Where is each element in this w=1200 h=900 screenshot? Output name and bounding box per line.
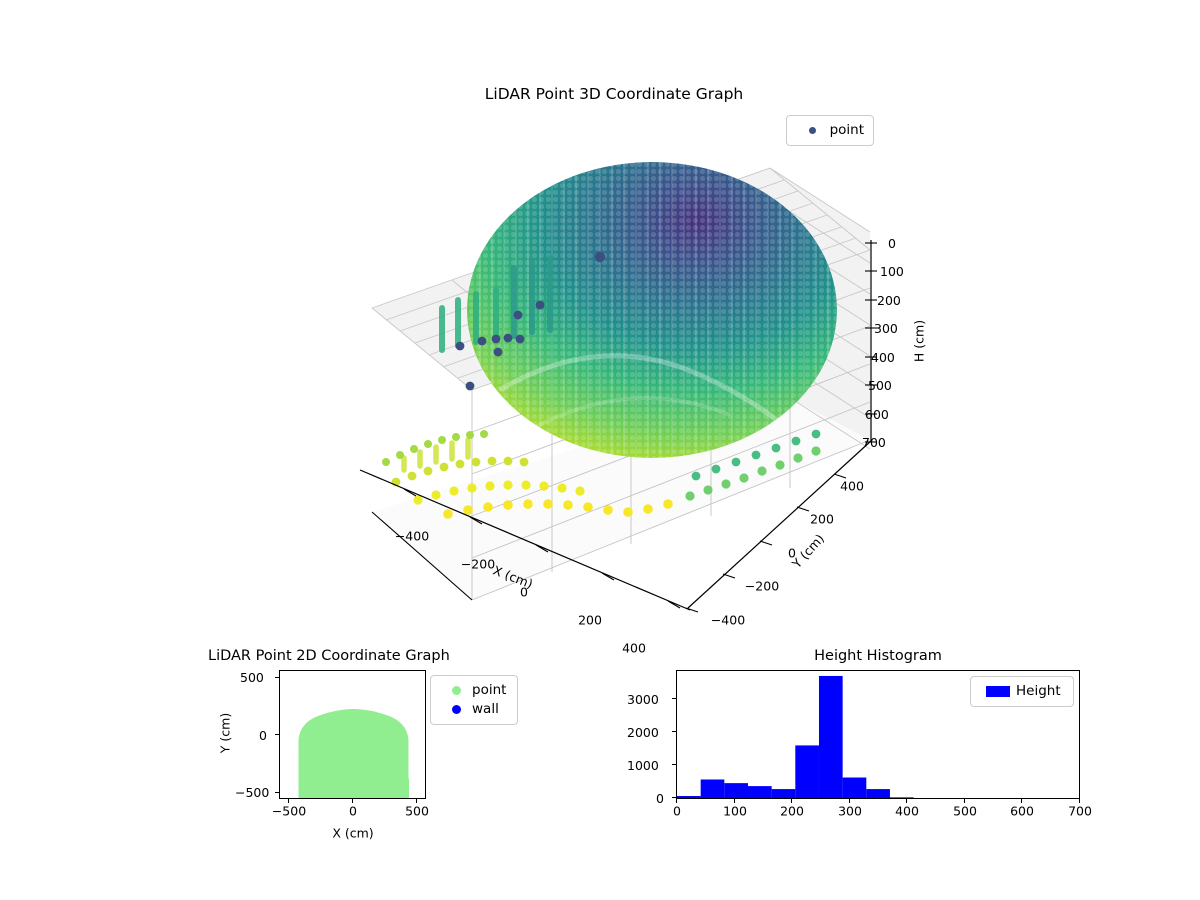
- plot2d-ytick-0: −500: [235, 785, 270, 800]
- plot3d-ytick-2: 0: [788, 545, 796, 561]
- hist-xtick-2: 200: [780, 803, 804, 819]
- histogram-bar: [724, 783, 748, 798]
- hist-xtick-mark-300: [849, 799, 850, 803]
- histogram-bar: [677, 796, 701, 798]
- plot2d-xtick-1: 0: [349, 803, 357, 819]
- legend-label-point: point: [472, 681, 507, 698]
- plot2d-xtick-0: −500: [271, 803, 307, 819]
- legend-item-point[interactable]: point: [440, 681, 508, 700]
- plot2d-ytick-1: 0: [259, 728, 267, 743]
- hist-xtick-mark-600: [1021, 799, 1022, 803]
- wall-marker-icon: [440, 705, 472, 714]
- plot3d-ztick-2: 200: [877, 293, 901, 308]
- plot2d-xtick-mark-500: [416, 799, 417, 803]
- histogram-canvas: [677, 675, 914, 798]
- hist-ytick-mark-2000: [672, 731, 676, 732]
- plot2d-xtick-mark-0: [352, 799, 353, 803]
- legend-label-point: point: [829, 121, 864, 138]
- hist-xtick-5: 500: [953, 803, 977, 819]
- plot2d-legend[interactable]: point wall: [430, 675, 518, 725]
- legend-item-wall[interactable]: wall: [440, 700, 508, 719]
- plot3d-ztick-6: 600: [865, 407, 889, 422]
- legend-label-height: Height: [1016, 682, 1061, 699]
- histogram-bar: [842, 777, 867, 798]
- plot3d-xtick-3: 200: [578, 612, 602, 628]
- plot3d-ytick-0: −400: [710, 612, 746, 628]
- plot2d-xtick-mark-neg500: [288, 799, 289, 803]
- plot2d-ylabel: Y (cm): [217, 712, 233, 754]
- plot3d-xtick-4: 400: [622, 640, 646, 656]
- plot3d-ytick-3: 200: [810, 511, 834, 527]
- wall-outlier-points: [455, 251, 606, 391]
- hist-xtick-0: 0: [673, 803, 681, 819]
- plot2d-xlabel: X (cm): [332, 825, 374, 841]
- histogram-bar: [700, 779, 725, 798]
- plot3d-xtick-0: −400: [394, 528, 430, 544]
- legend-item-height[interactable]: Height: [980, 682, 1064, 701]
- hist-xtick-6: 600: [1010, 803, 1034, 819]
- histogram-bar: [795, 745, 819, 798]
- hist-xtick-mark-0: [676, 799, 677, 803]
- plot3d-xtick-2: 0: [520, 584, 528, 600]
- plot2d-canvas: [298, 709, 409, 798]
- hist-xtick-mark-200: [791, 799, 792, 803]
- hist-ytick-mark-0: [672, 797, 676, 798]
- hist-xtick-3: 300: [838, 803, 862, 819]
- plot3d-legend[interactable]: point: [786, 115, 874, 146]
- plot2d-ytick-mark-0: [275, 734, 279, 735]
- histogram-legend[interactable]: Height: [970, 676, 1074, 707]
- plot3d-canvas: [359, 162, 877, 613]
- hist-xtick-mark-500: [964, 799, 965, 803]
- plot2d-title: LiDAR Point 2D Coordinate Graph: [208, 648, 450, 664]
- hist-ytick-3: 3000: [627, 692, 659, 707]
- plot3d-ytick-4: 400: [840, 478, 864, 494]
- histogram-bars: [677, 675, 914, 798]
- hist-xtick-mark-400: [906, 799, 907, 803]
- plot3d-ztick-3: 300: [874, 321, 898, 336]
- hist-xtick-1: 100: [723, 803, 747, 819]
- plot3d-ztick-0: 0: [888, 236, 896, 251]
- hist-ytick-1: 1000: [627, 758, 659, 773]
- plot2d-point-region: [298, 709, 409, 798]
- hist-xtick-mark-700: [1079, 799, 1080, 803]
- legend-label-wall: wall: [472, 700, 499, 717]
- hist-ytick-2: 2000: [627, 725, 659, 740]
- histogram-bar: [889, 797, 914, 798]
- histogram-bar: [818, 675, 843, 798]
- point-marker-icon: [796, 127, 830, 134]
- histogram-bar: [771, 789, 796, 798]
- plot3d-ztick-5: 500: [868, 378, 892, 393]
- hist-ytick-mark-3000: [672, 698, 676, 699]
- hist-xtick-mark-100: [734, 799, 735, 803]
- plot2d-xtick-2: 500: [405, 803, 429, 819]
- hist-ytick-mark-1000: [672, 764, 676, 765]
- point-cloud-3d: [382, 162, 837, 519]
- histogram-title: Height Histogram: [814, 648, 942, 664]
- plot3d-ytick-1: −200: [744, 578, 780, 594]
- plot3d-axes: [300, 140, 920, 630]
- legend-item-point[interactable]: point: [796, 121, 864, 140]
- plot3d-zlabel: H (cm): [911, 319, 927, 363]
- plot2d-ytick-mark-neg500: [275, 792, 279, 793]
- plot2d-ytick-mark-500: [275, 677, 279, 678]
- point-marker-icon: [440, 686, 472, 695]
- histogram-bar: [747, 786, 772, 798]
- hist-xtick-7: 700: [1068, 803, 1092, 819]
- plot3d-xtick-1: −200: [460, 556, 496, 572]
- plot2d-axes: [279, 670, 426, 799]
- hist-xtick-4: 400: [895, 803, 919, 819]
- plot2d-ytick-2: 500: [240, 670, 264, 685]
- histogram-bar: [866, 789, 890, 798]
- plot3d-ztick-4: 400: [871, 350, 895, 365]
- height-bar-swatch-icon: [980, 686, 1016, 697]
- plot3d-ztick-1: 100: [880, 264, 904, 279]
- plot3d-ztick-7: 700: [862, 435, 886, 450]
- hist-ytick-0: 0: [656, 791, 664, 806]
- plot3d-title: LiDAR Point 3D Coordinate Graph: [484, 85, 744, 103]
